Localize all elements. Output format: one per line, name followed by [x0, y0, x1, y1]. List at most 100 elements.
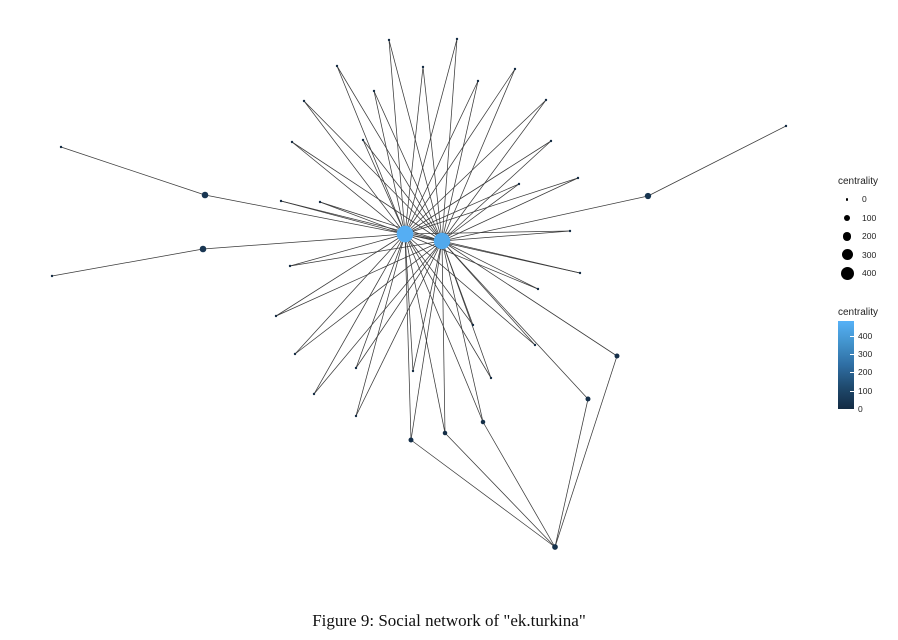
size-legend-entry: 0	[838, 190, 878, 209]
network-edge	[482, 421, 556, 548]
network-edge	[444, 432, 556, 548]
network-node	[585, 396, 591, 402]
network-edge	[404, 177, 579, 235]
colorbar-tick	[850, 372, 854, 374]
network-edge	[404, 140, 552, 235]
network-edge	[60, 146, 206, 196]
network-edge	[441, 177, 579, 242]
network-edge	[441, 230, 571, 242]
network-edge	[204, 194, 406, 235]
network-node	[288, 264, 292, 268]
network-edge	[441, 240, 446, 434]
network-edge	[355, 233, 406, 369]
network-node	[199, 245, 207, 253]
size-legend-entries: 0 100 200 300 400	[838, 190, 878, 283]
network-edge	[441, 240, 536, 346]
network-edge	[441, 240, 484, 423]
network-edge	[404, 66, 424, 235]
network-edge	[441, 183, 520, 242]
network-edge	[441, 140, 552, 242]
size-legend-entry: 400	[838, 264, 878, 283]
network-node	[302, 99, 306, 103]
colorbar-tick-label: 100	[858, 385, 873, 396]
network-edge	[441, 240, 581, 274]
network-node	[517, 182, 521, 186]
network-edge	[362, 139, 443, 242]
network-node	[372, 89, 376, 93]
size-legend-label: 300	[862, 249, 877, 260]
network-edge	[404, 80, 479, 235]
network-node	[471, 323, 475, 327]
network-node	[536, 287, 540, 291]
colorbar-labels: 400 300 200 100 0	[850, 321, 898, 414]
network-edge	[404, 233, 412, 441]
network-edge	[404, 68, 516, 235]
network-node	[433, 232, 451, 250]
network-edge	[294, 233, 406, 355]
network-edge	[313, 240, 443, 395]
network-edge	[441, 240, 589, 400]
network-node	[578, 271, 582, 275]
size-legend-label: 200	[862, 231, 877, 242]
network-edge	[412, 240, 443, 372]
network-edge	[404, 233, 484, 423]
network-node	[421, 65, 425, 69]
size-legend-dot	[844, 214, 850, 221]
network-node	[354, 414, 358, 418]
colorbar-tick-label: 300	[858, 349, 873, 359]
network-edges	[51, 38, 787, 548]
network-node	[387, 38, 391, 42]
network-edge	[404, 183, 520, 235]
size-legend-title: centrality	[838, 176, 879, 187]
network-edge	[388, 39, 406, 235]
network-edge	[280, 200, 443, 242]
network-edge	[373, 90, 443, 242]
colorbar-tick	[850, 354, 854, 355]
network-node	[201, 191, 209, 199]
size-legend-dot	[842, 232, 852, 241]
size-legend-label: 100	[862, 212, 877, 223]
network-edge	[554, 398, 589, 548]
network-node	[396, 225, 414, 243]
size-legend-entry: 100	[838, 209, 878, 228]
network-node	[533, 343, 537, 347]
colorbar-tick	[850, 335, 854, 337]
network-edge	[289, 233, 406, 267]
network-edge	[202, 233, 406, 250]
network-edge	[404, 233, 539, 290]
network-edge	[336, 65, 443, 242]
network-edge	[404, 233, 414, 372]
color-legend-title: centrality	[838, 307, 879, 318]
network-node	[279, 199, 283, 203]
network-node	[513, 67, 517, 71]
network-edge	[303, 100, 443, 242]
network-edge	[410, 439, 556, 548]
network-node	[455, 37, 459, 41]
network-node	[59, 145, 63, 149]
network-edge	[647, 125, 787, 197]
colorbar-tick	[850, 409, 854, 410]
network-node	[312, 392, 316, 396]
network-node	[50, 274, 54, 278]
network-edge	[404, 230, 571, 235]
network-edge	[441, 99, 547, 242]
colorbar-tick-label: 0	[858, 404, 863, 414]
network-node	[644, 192, 652, 200]
colorbar-tick	[850, 390, 854, 392]
colorbar-tick-label: 400	[858, 330, 873, 341]
network-edge	[355, 240, 443, 369]
network-edge	[355, 233, 406, 417]
network-edge	[373, 90, 406, 235]
network-node	[480, 419, 486, 425]
network-edge	[319, 201, 443, 242]
network-edge	[441, 80, 479, 242]
network-edge	[289, 240, 443, 267]
size-legend-label: 0	[862, 194, 867, 205]
network-node	[354, 366, 358, 370]
network-edge	[404, 233, 536, 346]
network-node	[489, 376, 493, 380]
network-edge	[404, 99, 547, 235]
network-edge	[404, 233, 492, 379]
network-edge	[51, 248, 204, 277]
network-edge	[441, 240, 618, 357]
